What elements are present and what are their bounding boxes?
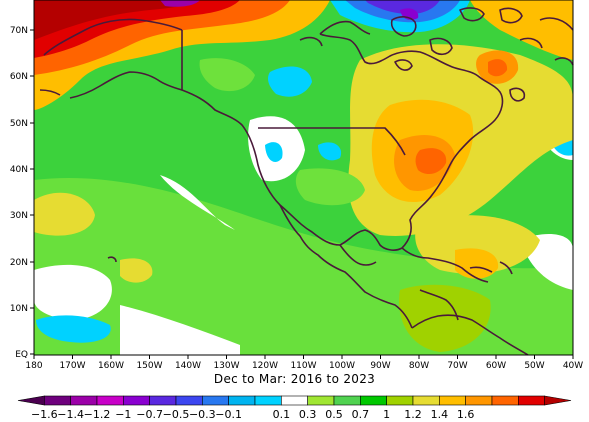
lat-label: EQ (15, 350, 28, 360)
anomaly-field (34, 0, 573, 355)
lon-label: 160W (98, 361, 124, 371)
lon-label: 130W (213, 361, 239, 371)
colorbar-swatch (491, 395, 519, 406)
colorbar-swatch (96, 395, 124, 406)
colorbar-label: 0.7 (352, 408, 370, 421)
lon-label: 150W (136, 361, 162, 371)
lat-label: 40N (10, 165, 28, 175)
colorbar-label: 1.2 (404, 408, 422, 421)
lon-label: 90W (370, 361, 390, 371)
lat-label: 60N (10, 72, 28, 82)
colorbar-swatch (386, 395, 414, 406)
colorbar-swatch (17, 395, 45, 406)
colorbar-label: −1.6 (31, 408, 58, 421)
lon-label: 110W (290, 361, 316, 371)
lat-label: 10N (10, 304, 28, 314)
lon-label: 100W (329, 361, 355, 371)
colorbar-swatch (333, 395, 361, 406)
colorbar-swatch (518, 395, 545, 406)
colorbar-label: −0.5 (163, 408, 190, 421)
colorbar-swatch (439, 395, 466, 406)
lon-label: 180 (25, 361, 42, 371)
lon-label: 170W (59, 361, 85, 371)
lon-label: 60W (486, 361, 506, 371)
colorbar-label: −0.1 (215, 408, 242, 421)
colorbar-label: 0.5 (325, 408, 343, 421)
coastlines (39, 7, 574, 356)
colorbar-swatch (307, 395, 335, 406)
lon-label: 50W (524, 361, 544, 371)
lat-label: 30N (10, 211, 28, 221)
colorbar-swatch (149, 395, 177, 406)
anomaly-map: 70N 60N 50N 40N 30N 20N 10N EQ 180 170W 16… (10, 0, 583, 371)
lat-axis: 70N 60N 50N 40N 30N 20N 10N EQ (10, 26, 34, 360)
lat-label: 20N (10, 258, 28, 268)
lon-axis: 180 170W 160W 150W 140W 130W 120W 110W 100W 90W 80… (25, 355, 583, 371)
colorbar-label: −0.3 (189, 408, 216, 421)
lon-label: 140W (175, 361, 201, 371)
colorbar-label: −1 (115, 408, 131, 421)
colorbar-swatch (281, 395, 308, 406)
colorbar-swatch (70, 395, 98, 406)
colorbar-swatch (465, 395, 493, 406)
colorbar-label: 1 (383, 408, 390, 421)
colorbar-swatch (254, 395, 282, 406)
colorbar-swatch (360, 395, 387, 406)
map-subtitle: Dec to Mar: 2016 to 2023 (213, 372, 376, 386)
colorbar-swatch (175, 395, 203, 406)
lon-label: 120W (252, 361, 278, 371)
lat-label: 50N (10, 119, 28, 129)
colorbar-label: −1.2 (84, 408, 111, 421)
colorbar-swatch (44, 395, 71, 406)
colorbar-swatch (202, 395, 229, 406)
colorbar-labels: −1.6 −1.4 −1.2 −1 −0.7 −0.5 −0.3 −0.1 0.1 0.3 0.5 0… (31, 408, 474, 421)
colorbar-label: −0.7 (136, 408, 163, 421)
colorbar-swatch (544, 395, 572, 406)
colorbar-swatches (17, 395, 572, 406)
lon-label: 40W (563, 361, 583, 371)
colorbar: −1.6 −1.4 −1.2 −1 −0.7 −0.5 −0.3 −0.1 0.1 0.3 0.5 0… (17, 395, 572, 421)
lon-label: 80W (409, 361, 429, 371)
colorbar-swatch (228, 395, 256, 406)
lat-label: 70N (10, 26, 28, 36)
lon-label: 70W (447, 361, 467, 371)
colorbar-label: 0.3 (299, 408, 317, 421)
colorbar-swatch (412, 395, 440, 406)
colorbar-label: −1.4 (57, 408, 84, 421)
colorbar-swatch (123, 395, 150, 406)
colorbar-label: 0.1 (273, 408, 291, 421)
colorbar-label: 1.6 (457, 408, 475, 421)
colorbar-label: 1.4 (431, 408, 449, 421)
